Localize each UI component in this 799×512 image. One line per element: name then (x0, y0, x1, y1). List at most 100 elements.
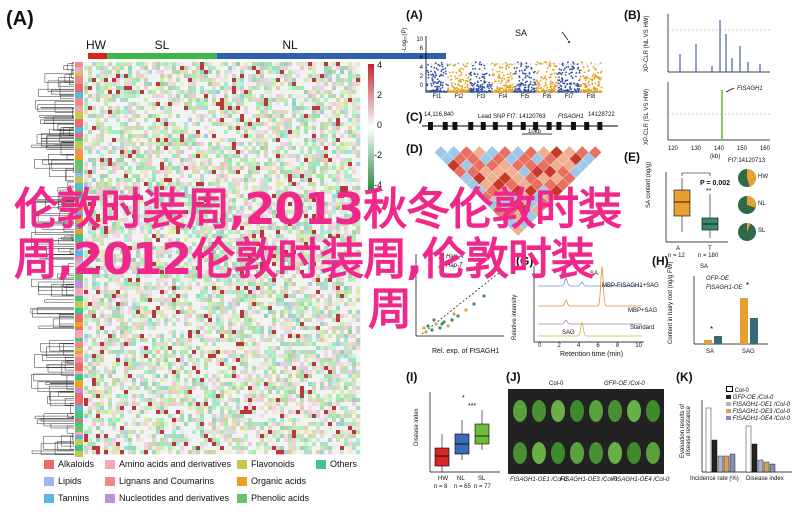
heatmap-cell (176, 294, 181, 299)
heatmap-cell (92, 306, 97, 311)
heatmap-cell (96, 150, 101, 155)
heatmap-cell (168, 210, 173, 215)
heatmap-cell (176, 162, 181, 167)
heatmap-cell (188, 66, 193, 71)
heatmap-cell (280, 86, 285, 91)
heatmap-cell (304, 218, 309, 223)
heatmap-cell (348, 206, 353, 211)
heatmap-cell (132, 314, 137, 319)
heatmap-cell (156, 270, 161, 275)
category-cell (75, 400, 83, 405)
heatmap-cell (104, 162, 109, 167)
heatmap-cell (152, 90, 157, 95)
heatmap-cell (172, 282, 177, 287)
heatmap-cell (304, 94, 309, 99)
heatmap-cell (332, 226, 337, 231)
heatmap-cell (280, 146, 285, 151)
heatmap-cell (104, 210, 109, 215)
heatmap-cell (256, 174, 261, 179)
heatmap-cell (228, 150, 233, 155)
heatmap-cell (312, 290, 317, 295)
heatmap-cell (244, 186, 249, 191)
heatmap-cell (232, 326, 237, 331)
heatmap-cell (108, 246, 113, 251)
heatmap-cell (116, 270, 121, 275)
heatmap-cell (200, 62, 205, 67)
heatmap-cell (300, 250, 305, 255)
heatmap-cell (272, 322, 277, 327)
heatmap-cell (240, 238, 245, 243)
heatmap-cell (284, 218, 289, 223)
heatmap-cell (324, 242, 329, 247)
heatmap-cell (252, 146, 257, 151)
heatmap-cell (164, 114, 169, 119)
heatmap-cell (148, 90, 153, 95)
heatmap-cell (156, 166, 161, 171)
category-cell (75, 330, 83, 338)
heatmap (84, 62, 361, 455)
heatmap-cell (128, 222, 133, 227)
heatmap-cell (344, 246, 349, 251)
heatmap-cell (164, 178, 169, 183)
heatmap-cell (148, 322, 153, 327)
heatmap-cell (84, 326, 89, 331)
heatmap-cell (240, 90, 245, 95)
heatmap-cell (252, 174, 257, 179)
heatmap-cell (152, 326, 157, 331)
heatmap-cell (216, 190, 221, 195)
heatmap-cell (112, 138, 117, 143)
heatmap-cell (180, 214, 185, 219)
heatmap-cell (144, 294, 149, 299)
heatmap-cell (184, 186, 189, 191)
heatmap-cell (144, 306, 149, 311)
heatmap-cell (140, 142, 145, 147)
heatmap-cell (276, 302, 281, 307)
heatmap-cell (332, 98, 337, 103)
heatmap-cell (136, 330, 141, 335)
heatmap-cell (268, 310, 273, 315)
heatmap-cell (264, 258, 269, 263)
heatmap-cell (136, 118, 141, 123)
heatmap-cell (272, 238, 277, 243)
heatmap-cell (112, 242, 117, 247)
heatmap-cell (284, 222, 289, 227)
heatmap-cell (328, 178, 333, 183)
heatmap-cell (264, 286, 269, 291)
heatmap-cell (328, 182, 333, 187)
heatmap-cell (284, 266, 289, 271)
heatmap-cell (92, 94, 97, 99)
heatmap-cell (324, 150, 329, 155)
heatmap-cell (136, 306, 141, 311)
heatmap-cell (228, 270, 233, 275)
heatmap-cell (156, 78, 161, 83)
heatmap-cell (328, 122, 333, 127)
heatmap-cell (208, 262, 213, 267)
heatmap-cell (228, 78, 233, 83)
heatmap-cell (104, 170, 109, 175)
heatmap-cell (276, 294, 281, 299)
heatmap-cell (116, 274, 121, 279)
heatmap-cell (236, 198, 241, 203)
heatmap-cell (348, 334, 353, 339)
heatmap-cell (216, 70, 221, 75)
heatmap-cell (236, 70, 241, 75)
heatmap-cell (292, 258, 297, 263)
heatmap-cell (308, 194, 313, 199)
dendro-branch (38, 325, 74, 329)
heatmap-cell (340, 274, 345, 279)
heatmap-cell (160, 318, 165, 323)
heatmap-cell (120, 166, 125, 171)
heatmap-cell (320, 286, 325, 291)
heatmap-cell (260, 230, 265, 235)
heatmap-cell (356, 178, 361, 183)
heatmap-cell (152, 258, 157, 263)
heatmap-cell (236, 222, 241, 227)
heatmap-cell (96, 206, 101, 211)
heatmap-cell (104, 174, 109, 179)
heatmap-cell (120, 154, 125, 159)
heatmap-cell (248, 86, 253, 91)
heatmap-cell (248, 242, 253, 247)
heatmap-cell (240, 210, 245, 215)
heatmap-cell (320, 62, 325, 67)
heatmap-cell (220, 170, 225, 175)
